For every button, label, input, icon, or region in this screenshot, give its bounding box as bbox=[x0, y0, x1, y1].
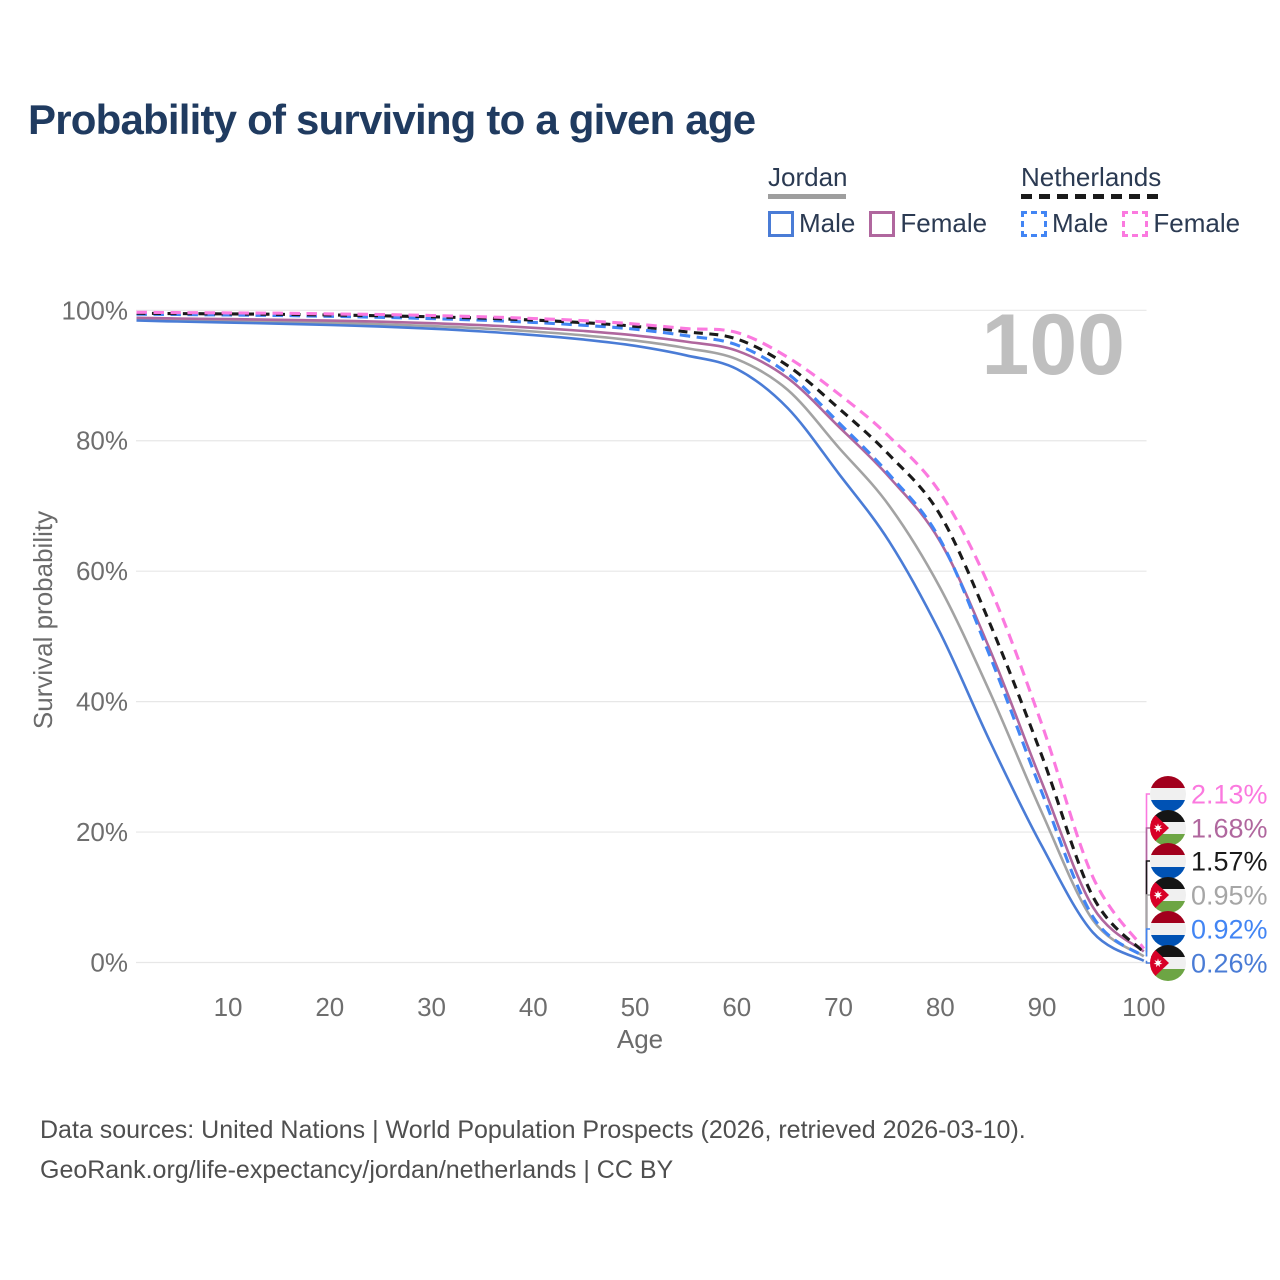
legend-group-jordan: Jordan Male Female bbox=[768, 163, 1001, 239]
curve-jordan-both bbox=[136, 317, 1145, 958]
y-tick-label: 0% bbox=[90, 948, 128, 978]
netherlands-flag-icon bbox=[1150, 911, 1186, 947]
footer: Data sources: United Nations | World Pop… bbox=[40, 1110, 1026, 1190]
end-labels: 2.13% 1.68%1.57% 0.95% 0.92% 0.26% bbox=[1145, 776, 1268, 981]
x-tick-label: 100 bbox=[1122, 992, 1165, 1022]
legend-item-label: Female bbox=[1153, 208, 1241, 238]
netherlands-male-swatch-icon bbox=[1021, 210, 1047, 237]
end-label-netherlands-female: 2.13% bbox=[1191, 780, 1268, 810]
y-axis-title: Survival probability bbox=[28, 511, 58, 729]
curve-netherlands-female bbox=[136, 310, 1146, 950]
chart-title: Probability of surviving to a given age bbox=[28, 96, 756, 143]
legend-item-label: Male bbox=[1052, 208, 1109, 238]
leader-line bbox=[1145, 928, 1150, 957]
x-tick-label: 90 bbox=[1028, 992, 1057, 1022]
x-tick-label: 80 bbox=[926, 992, 955, 1022]
y-tick-label: 40% bbox=[76, 687, 128, 717]
end-label-jordan-both: 0.95% bbox=[1191, 881, 1268, 911]
netherlands-female-swatch-icon bbox=[1122, 210, 1149, 237]
x-tick-label: 10 bbox=[214, 992, 243, 1022]
age-watermark: 100 bbox=[982, 297, 1126, 393]
end-label-netherlands-both: 1.57% bbox=[1191, 847, 1268, 877]
legend-item-netherlands-male[interactable]: Male bbox=[1021, 208, 1108, 239]
legend-group-jordan-title: Jordan bbox=[768, 162, 848, 192]
legend: Jordan Male Female Netherlands Male bbox=[0, 163, 1280, 243]
y-tick-label: 60% bbox=[76, 556, 128, 586]
legend-netherlands-underline bbox=[1021, 194, 1163, 199]
x-tick-label: 70 bbox=[824, 992, 853, 1022]
curve-netherlands-both bbox=[136, 311, 1145, 954]
legend-group-netherlands: Netherlands Male Female bbox=[1021, 163, 1254, 239]
legend-jordan-underline bbox=[768, 194, 846, 199]
netherlands-flag-icon bbox=[1150, 776, 1186, 812]
legend-group-netherlands-title: Netherlands bbox=[1021, 162, 1162, 192]
curve-jordan-female bbox=[136, 316, 1145, 953]
gridlines bbox=[136, 309, 1147, 964]
legend-item-jordan-male[interactable]: Male bbox=[768, 208, 855, 239]
curve-netherlands-male bbox=[136, 312, 1145, 958]
legend-item-label: Female bbox=[900, 208, 988, 238]
legend-item-netherlands-female[interactable]: Female bbox=[1122, 208, 1240, 239]
jordan-flag-icon bbox=[1150, 810, 1186, 846]
jordan-flag-icon bbox=[1150, 877, 1186, 913]
end-label-netherlands-male: 0.92% bbox=[1191, 915, 1268, 945]
x-tick-label: 40 bbox=[519, 992, 548, 1022]
curve-jordan-male bbox=[136, 319, 1145, 962]
netherlands-flag-icon bbox=[1150, 843, 1186, 879]
x-axis-title: Age bbox=[617, 1024, 663, 1054]
end-label-jordan-female: 1.68% bbox=[1191, 814, 1268, 844]
y-tick-label: 20% bbox=[76, 817, 128, 847]
y-tick-label: 80% bbox=[76, 426, 128, 456]
jordan-male-swatch-icon bbox=[768, 210, 794, 237]
legend-items-jordan: Male Female bbox=[768, 208, 1001, 239]
y-tick-label: 100% bbox=[62, 295, 129, 325]
legend-items-netherlands: Male Female bbox=[1021, 208, 1254, 239]
x-tick-label: 20 bbox=[315, 992, 344, 1022]
x-tick-label: 50 bbox=[621, 992, 650, 1022]
leader-line bbox=[1145, 960, 1150, 964]
x-tick-label: 30 bbox=[417, 992, 446, 1022]
x-tick-label: 60 bbox=[722, 992, 751, 1022]
jordan-female-swatch-icon bbox=[869, 210, 896, 237]
jordan-flag-icon bbox=[1150, 945, 1186, 981]
curves bbox=[136, 310, 1146, 962]
axes: 0% 20% 40% 60% 80% 100% 10 20 30 40 50 60 70 80 90 100 bbox=[62, 295, 1166, 1022]
footer-line-2: GeoRank.org/life-expectancy/jordan/nethe… bbox=[40, 1156, 674, 1184]
legend-item-label: Male bbox=[799, 208, 856, 238]
end-label-jordan-male: 0.26% bbox=[1191, 949, 1268, 979]
legend-item-jordan-female[interactable]: Female bbox=[869, 208, 987, 239]
footer-line-1: Data sources: United Nations | World Pop… bbox=[40, 1116, 1026, 1144]
